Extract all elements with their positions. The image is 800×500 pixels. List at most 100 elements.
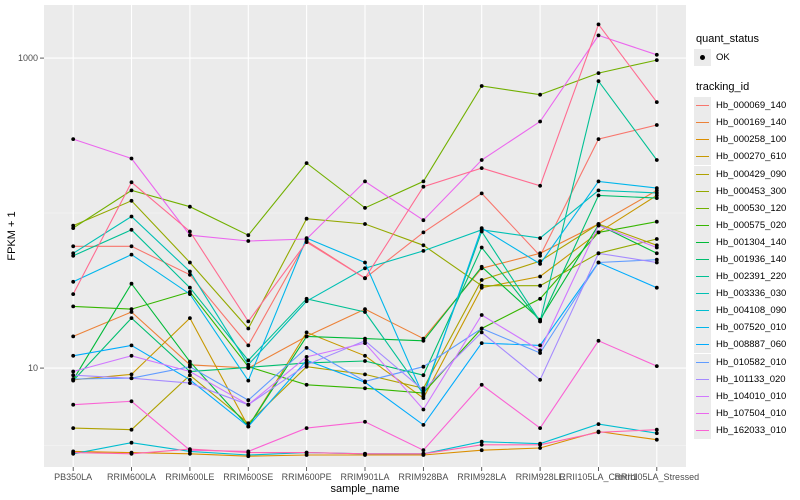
data-point xyxy=(479,439,484,444)
data-point xyxy=(421,373,426,378)
data-point xyxy=(246,365,251,370)
data-point xyxy=(479,326,484,331)
data-point xyxy=(596,79,601,83)
data-point xyxy=(129,281,134,286)
legend-title-quant-status: quant_status xyxy=(696,33,759,45)
data-point xyxy=(71,426,76,430)
data-point xyxy=(479,245,484,250)
data-point xyxy=(129,188,134,193)
legend-key-line xyxy=(694,148,711,166)
data-point xyxy=(304,426,309,430)
legend-item: Hb_008887_060 xyxy=(694,336,786,354)
data-point xyxy=(654,196,659,201)
data-point xyxy=(304,330,309,335)
legend-title-tracking-id: tracking_id xyxy=(696,81,750,94)
data-point xyxy=(363,451,367,456)
x-tick-label: RRIM600LA xyxy=(107,472,156,482)
x-tick-label: RRIM901LA xyxy=(340,472,389,482)
data-point xyxy=(188,316,192,320)
data-point xyxy=(479,382,484,387)
data-point xyxy=(654,251,659,256)
legend-key-line xyxy=(694,421,711,439)
data-point xyxy=(479,283,484,288)
data-point xyxy=(479,448,484,453)
data-point xyxy=(421,243,426,248)
data-point xyxy=(246,239,251,243)
data-point xyxy=(596,260,601,265)
legend-item: Hb_004108_090 xyxy=(694,302,787,320)
data-point xyxy=(363,266,367,271)
data-point xyxy=(304,362,309,367)
legend-item: Hb_104010_010 xyxy=(694,387,786,405)
data-point xyxy=(538,283,542,288)
legend-label: Hb_000530_120 xyxy=(716,202,787,214)
legend-label: Hb_000270_610 xyxy=(716,151,787,163)
data-point xyxy=(654,100,659,104)
data-point xyxy=(246,398,251,403)
data-point xyxy=(654,245,659,250)
data-point xyxy=(129,214,134,219)
data-point xyxy=(596,230,601,235)
data-point xyxy=(654,364,659,368)
data-point xyxy=(596,338,601,343)
data-point xyxy=(654,427,659,432)
data-point xyxy=(363,386,367,391)
legend-label: Hb_004108_090 xyxy=(716,305,787,317)
legend-key-line xyxy=(694,250,711,268)
data-point xyxy=(246,378,251,383)
data-point xyxy=(129,156,134,161)
legend-label: Hb_000429_090 xyxy=(716,168,787,180)
data-point xyxy=(304,299,309,304)
data-point xyxy=(479,278,484,282)
legend: quant_status OK tracking_id Hb_000069_14… xyxy=(694,33,786,439)
data-point xyxy=(129,376,134,381)
x-axis-title: sample_name xyxy=(330,483,399,495)
legend-item: Hb_007520_010 xyxy=(694,319,786,337)
legend-item: Hb_002391_220 xyxy=(694,268,786,286)
data-point xyxy=(654,260,659,265)
data-point xyxy=(363,276,367,281)
data-point xyxy=(188,447,192,451)
legend-key-line xyxy=(694,353,711,371)
legend-key-line xyxy=(694,319,711,337)
data-point xyxy=(129,343,134,348)
data-point xyxy=(71,244,76,249)
data-point xyxy=(363,353,367,358)
data-point xyxy=(654,431,659,436)
data-point xyxy=(304,382,309,387)
data-point xyxy=(479,442,484,447)
data-point xyxy=(363,222,367,226)
legend-item: Hb_000270_610 xyxy=(694,148,787,166)
data-point xyxy=(421,394,426,398)
legend-key-line xyxy=(694,199,711,217)
data-point xyxy=(479,264,484,269)
data-point xyxy=(71,226,76,231)
legend-item: Hb_000069_140 xyxy=(694,97,786,115)
data-point xyxy=(363,372,367,377)
data-point xyxy=(421,448,426,453)
data-point xyxy=(538,92,542,97)
data-point xyxy=(538,343,542,348)
data-point xyxy=(479,191,484,196)
data-point xyxy=(538,348,542,353)
data-point xyxy=(421,249,426,253)
data-point xyxy=(596,137,601,142)
data-point xyxy=(71,369,76,374)
legend-item: Hb_000429_090 xyxy=(694,165,787,183)
data-point xyxy=(246,424,251,429)
x-tick-label: RRII105LA_Stressed xyxy=(615,472,700,482)
data-point xyxy=(129,227,134,232)
data-point xyxy=(596,422,601,426)
y-tick-label: 1000 xyxy=(18,53,38,63)
data-point xyxy=(538,296,542,301)
data-point xyxy=(304,358,309,363)
data-point xyxy=(596,71,601,75)
data-point xyxy=(538,119,542,124)
legend-label: Hb_003336_030 xyxy=(716,288,787,300)
data-point xyxy=(188,285,192,290)
data-point xyxy=(654,285,659,290)
data-point xyxy=(188,377,192,382)
legend-label: Hb_000575_020 xyxy=(716,219,787,231)
data-point xyxy=(479,84,484,88)
data-point xyxy=(421,423,426,427)
